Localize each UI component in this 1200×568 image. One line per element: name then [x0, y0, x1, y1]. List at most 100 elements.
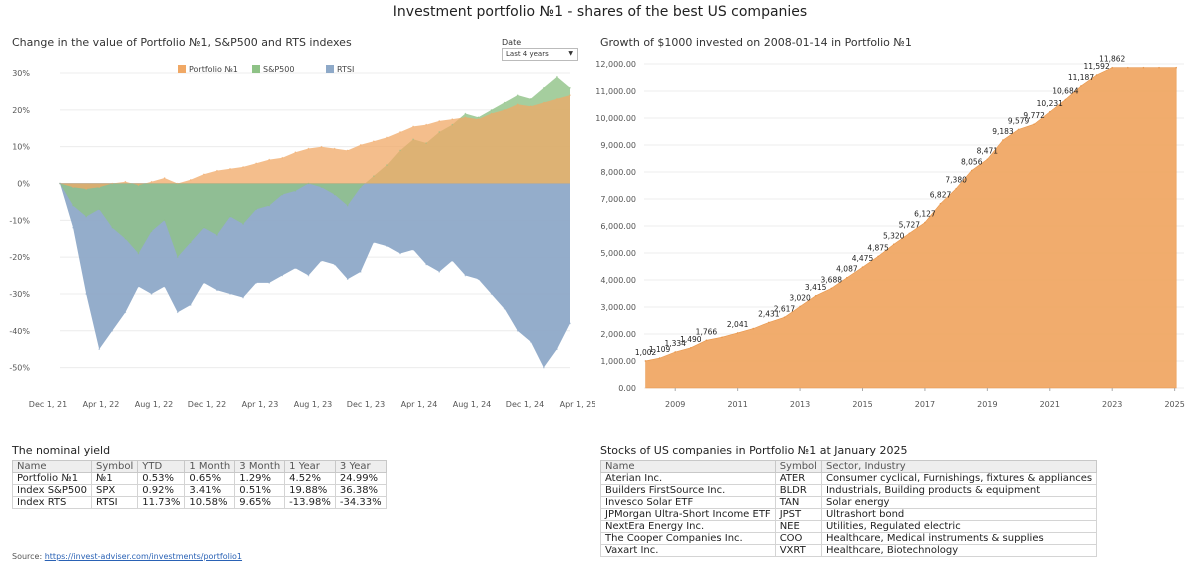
- yield-col-symbol[interactable]: Symbol: [90, 460, 139, 473]
- stocks-cell-sector-industry: Utilities, Regulated electric: [820, 520, 1098, 533]
- x-tick-aug-1-24: Aug 1, 24: [453, 400, 492, 409]
- point-rtsi-19: [307, 274, 310, 277]
- x-tick-apr-1-22: Apr 1, 22: [83, 400, 120, 409]
- point-rtsi-18: [294, 267, 297, 269]
- data-label-6-127: 6,127: [914, 210, 936, 219]
- x-tick-aug-1-23: Aug 1, 23: [294, 400, 333, 409]
- point-growth-24: [1017, 128, 1020, 131]
- y-tick-0-00: 0.00: [618, 384, 636, 393]
- stocks-cell-sector-industry: Solar energy: [820, 496, 1098, 509]
- stocks-col-sector-industry[interactable]: Sector, Industry: [820, 460, 1098, 473]
- stocks-table-header: Name Symbol Sector, Industry: [600, 460, 1098, 473]
- data-label-3-688: 3,688: [821, 275, 843, 284]
- point-s-p500-39: [569, 86, 571, 89]
- point-growth-15: [877, 255, 879, 258]
- x-tick-2017: 2017: [915, 400, 935, 409]
- yield-col-name[interactable]: Name: [12, 460, 92, 473]
- point-s-p500-12: [216, 234, 218, 236]
- source-link[interactable]: https://invest-adviser.com/investments/p…: [44, 552, 243, 561]
- data-label-2-041: 2,041: [727, 320, 749, 329]
- data-label-11-592: 11,592: [1083, 62, 1109, 71]
- change-chart-title: Change in the value of Portfolio №1, S&P…: [12, 36, 352, 49]
- point-s-p500-1: [72, 204, 74, 207]
- yield-cell-1-year: 4.52%: [284, 472, 336, 485]
- x-tick-apr-1-24: Apr 1, 24: [401, 400, 438, 409]
- point-rtsi-38: [556, 348, 558, 350]
- stocks-cell-symbol: JPST: [774, 508, 822, 521]
- legend-swatch-rtsi: [326, 65, 334, 73]
- point-s-p500-35: [516, 94, 519, 96]
- point-rtsi-17: [281, 274, 284, 277]
- yield-col-ytd[interactable]: YTD: [137, 460, 186, 473]
- stocks-col-name[interactable]: Name: [600, 460, 776, 473]
- point-rtsi-1: [72, 226, 74, 229]
- x-tick-2021: 2021: [1040, 400, 1060, 409]
- point-s-p500-34: [503, 101, 506, 104]
- point-rtsi-24: [373, 241, 375, 244]
- yield-cell-3-month: 1.29%: [234, 472, 286, 485]
- point-growth-22: [986, 158, 989, 161]
- point-rtsi-11: [203, 282, 205, 284]
- point-portfolio-1-10: [189, 179, 192, 181]
- point-portfolio-1-8: [163, 177, 166, 179]
- point-portfolio-1-29: [438, 120, 441, 122]
- point-rtsi-31: [464, 274, 467, 277]
- stocks-cell-name: Invesco Solar ETF: [600, 496, 776, 509]
- point-s-p500-23: [359, 186, 362, 188]
- x-tick-2025: 2025: [1164, 400, 1184, 409]
- point-s-p500-2: [85, 215, 87, 218]
- point-growth-31: [1127, 66, 1129, 69]
- yield-col-1-month[interactable]: 1 Month: [184, 460, 236, 473]
- point-s-p500-33: [490, 109, 493, 111]
- stocks-table-title: Stocks of US companies in Portfolio №1 a…: [600, 444, 908, 457]
- stocks-cell-sector-industry: Ultrashort bond: [820, 508, 1098, 521]
- point-rtsi-25: [386, 245, 388, 247]
- point-rtsi-5: [124, 311, 127, 314]
- data-label-9-772: 9,772: [1023, 111, 1045, 120]
- yield-table-container[interactable]: Name Symbol YTD 1 Month 3 Month 1 Year 3 Year …: [12, 460, 412, 509]
- point-s-p500-28: [425, 142, 427, 144]
- yield-cell-name: Index RTS: [12, 496, 92, 509]
- point-portfolio-1-20: [320, 145, 323, 148]
- stocks-cell-symbol: BLDR: [774, 484, 822, 497]
- point-portfolio-1-19: [307, 147, 310, 150]
- yield-cell-symbol: SPX: [90, 484, 139, 497]
- point-portfolio-1-4: [111, 182, 114, 185]
- yield-row: Index S&P500 SPX 0.92% 3.41% 0.51% 19.88% 36.3…: [12, 484, 387, 497]
- legend-label-rtsi: RTSI: [337, 65, 354, 74]
- point-portfolio-1-7: [150, 180, 153, 183]
- point-s-p500-19: [307, 182, 310, 185]
- yield-cell-name: Portfolio №1: [12, 472, 92, 485]
- point-rtsi-35: [516, 329, 519, 332]
- yield-col-3-year[interactable]: 3 Year: [334, 460, 387, 473]
- yield-cell-3-month: 9.65%: [234, 496, 286, 509]
- stocks-col-symbol[interactable]: Symbol: [774, 460, 822, 473]
- yield-table-header: Name Symbol YTD 1 Month 3 Month 1 Year 3 Year: [12, 460, 387, 473]
- x-tick-aug-1-22: Aug 1, 22: [135, 400, 174, 409]
- data-label-5-727: 5,727: [899, 220, 921, 229]
- point-growth-6: [736, 332, 739, 334]
- yield-col-3-month[interactable]: 3 Month: [234, 460, 286, 473]
- y-tick-20: -20%: [9, 253, 30, 262]
- yield-col-1-year[interactable]: 1 Year: [284, 460, 336, 473]
- stocks-cell-name: NextEra Energy Inc.: [600, 520, 776, 533]
- stocks-table: Name Symbol Sector, Industry Aterian Inc. A…: [600, 460, 1098, 557]
- data-label-11-187: 11,187: [1068, 73, 1094, 82]
- y-tick-30: -30%: [9, 290, 30, 299]
- point-growth-7: [752, 327, 755, 330]
- y-tick-3-000-00: 3,000.00: [600, 303, 636, 312]
- point-s-p500-7: [150, 230, 153, 233]
- y-tick-2-000-00: 2,000.00: [600, 330, 636, 339]
- point-portfolio-1-2: [85, 188, 87, 190]
- point-rtsi-3: [98, 348, 101, 350]
- y-tick-40: -40%: [9, 327, 30, 336]
- y-tick-4-000-00: 4,000.00: [600, 276, 636, 285]
- point-s-p500-27: [412, 138, 414, 141]
- yield-cell-name: Index S&P500: [12, 484, 92, 497]
- point-portfolio-1-13: [229, 167, 231, 170]
- x-tick-dec-1-23: Dec 1, 23: [347, 400, 385, 409]
- date-filter-dropdown[interactable]: Last 4 years ▼: [502, 48, 578, 61]
- data-label-2-617: 2,617: [774, 304, 796, 313]
- point-s-p500-36: [529, 98, 532, 100]
- stocks-cell-symbol: ATER: [774, 472, 822, 485]
